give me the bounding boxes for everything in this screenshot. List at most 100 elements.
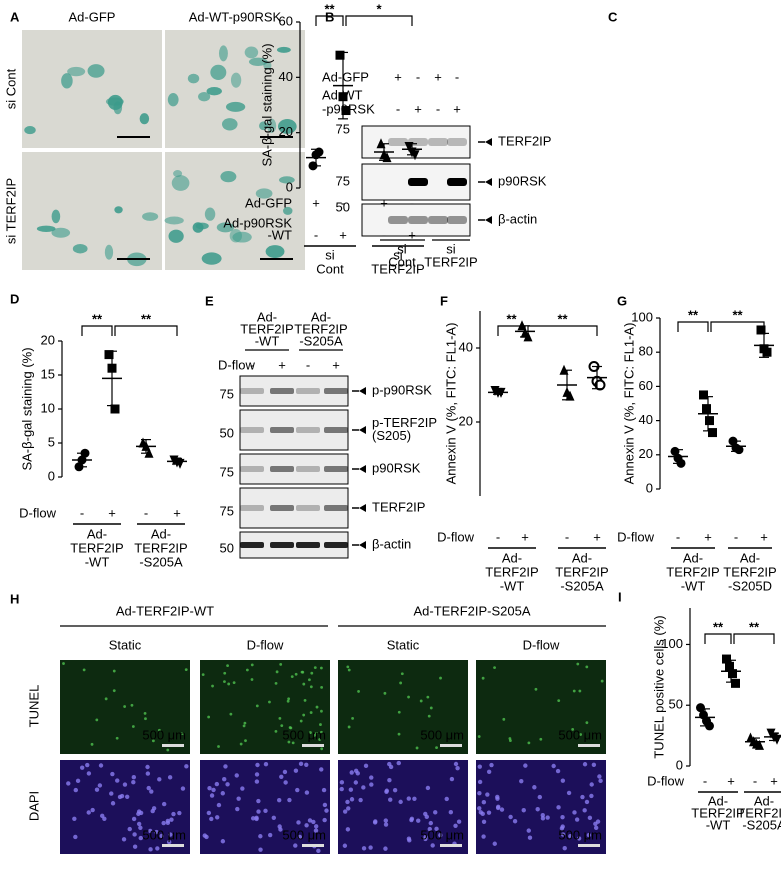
nucleus bbox=[481, 819, 487, 824]
condition-mark: - bbox=[410, 195, 414, 210]
nucleus bbox=[448, 809, 454, 815]
nucleus bbox=[342, 843, 348, 848]
nucleus bbox=[353, 780, 359, 785]
nucleus bbox=[313, 828, 319, 833]
arrow-head bbox=[485, 216, 492, 224]
nucleus bbox=[351, 716, 354, 720]
band bbox=[408, 216, 428, 224]
nucleus bbox=[406, 836, 412, 841]
y-tick-label: 60 bbox=[639, 378, 653, 393]
stained-cell bbox=[283, 206, 293, 215]
condition-mark: + bbox=[414, 101, 422, 116]
nucleus bbox=[286, 699, 290, 703]
condition-mark: - bbox=[496, 529, 500, 544]
group-label: TERF2IP bbox=[485, 564, 538, 579]
band bbox=[296, 542, 320, 548]
nucleus bbox=[256, 809, 261, 814]
band bbox=[296, 466, 320, 472]
condition-label: Ad-GFP bbox=[245, 195, 292, 210]
y-tick-label: 0 bbox=[286, 179, 293, 194]
nucleus bbox=[236, 796, 241, 801]
nucleus bbox=[250, 678, 254, 681]
nucleus bbox=[449, 776, 455, 782]
data-point bbox=[756, 325, 766, 335]
nucleus bbox=[277, 797, 282, 803]
nucleus bbox=[97, 783, 103, 788]
nucleus bbox=[346, 665, 350, 669]
nucleus bbox=[244, 739, 247, 743]
nucleus bbox=[502, 717, 506, 721]
nucleus bbox=[123, 705, 127, 708]
nucleus bbox=[177, 810, 182, 816]
nucleus bbox=[320, 730, 323, 734]
y-tick-label: 40 bbox=[459, 339, 473, 354]
nucleus bbox=[119, 793, 125, 799]
band bbox=[296, 505, 320, 511]
nucleus bbox=[481, 800, 487, 805]
data-point bbox=[696, 703, 705, 713]
significance-label: * bbox=[376, 1, 382, 16]
nucleus bbox=[127, 826, 132, 832]
nucleus bbox=[283, 780, 288, 785]
group-label: TERF2IP bbox=[555, 564, 608, 579]
nucleus bbox=[591, 762, 597, 768]
condition-mark: - bbox=[80, 505, 84, 520]
data-point bbox=[104, 350, 114, 360]
nucleus bbox=[298, 761, 304, 767]
nucleus bbox=[151, 806, 157, 811]
column-title: D-flow bbox=[523, 637, 560, 652]
nucleus bbox=[574, 817, 580, 822]
scale-bar-label: 500 μm bbox=[420, 727, 464, 742]
significance-label: ** bbox=[713, 619, 724, 634]
condition-mark: + bbox=[380, 195, 388, 210]
nucleus bbox=[144, 717, 147, 721]
y-tick-label: 100 bbox=[661, 636, 683, 651]
mw-marker: 50 bbox=[220, 540, 234, 555]
nucleus bbox=[384, 789, 389, 794]
column-title: Static bbox=[109, 637, 142, 652]
nucleus bbox=[297, 834, 303, 840]
group-label: TERF2IP bbox=[424, 254, 477, 269]
condition-mark: - bbox=[734, 529, 738, 544]
nucleus bbox=[256, 798, 261, 804]
data-point bbox=[728, 669, 737, 679]
nucleus bbox=[496, 804, 501, 809]
y-tick-label: 0 bbox=[676, 757, 683, 772]
micrograph bbox=[338, 760, 468, 854]
row-title: TUNEL bbox=[26, 685, 41, 728]
nucleus bbox=[304, 790, 310, 795]
stained-cell bbox=[248, 57, 268, 66]
nucleus bbox=[532, 785, 537, 790]
group-label: Ad- bbox=[572, 550, 592, 565]
nucleus bbox=[207, 715, 211, 719]
nucleus bbox=[508, 737, 512, 740]
significance-label: ** bbox=[324, 1, 335, 16]
significance-label: ** bbox=[557, 311, 568, 326]
y-tick-label: 20 bbox=[459, 413, 473, 428]
nucleus bbox=[274, 681, 278, 685]
band bbox=[270, 466, 294, 472]
nucleus bbox=[315, 705, 319, 709]
nucleus bbox=[302, 713, 306, 717]
nucleus bbox=[158, 728, 161, 732]
nucleus bbox=[115, 778, 120, 783]
nucleus bbox=[131, 816, 137, 822]
data-point bbox=[722, 654, 731, 664]
scale-bar bbox=[162, 744, 184, 747]
nucleus bbox=[415, 746, 419, 750]
nucleus bbox=[291, 741, 295, 745]
stained-cell bbox=[221, 118, 238, 131]
nucleus bbox=[85, 762, 90, 768]
scale-bar bbox=[302, 744, 324, 747]
band bbox=[296, 388, 320, 394]
nucleus bbox=[102, 816, 107, 821]
nucleus bbox=[131, 725, 135, 728]
group-label: si bbox=[325, 247, 335, 262]
nucleus bbox=[400, 672, 404, 676]
nucleus bbox=[211, 787, 216, 793]
nucleus bbox=[348, 787, 354, 792]
nucleus bbox=[95, 718, 99, 722]
nucleus bbox=[582, 762, 588, 767]
band bbox=[270, 505, 294, 511]
nucleus bbox=[124, 794, 130, 799]
